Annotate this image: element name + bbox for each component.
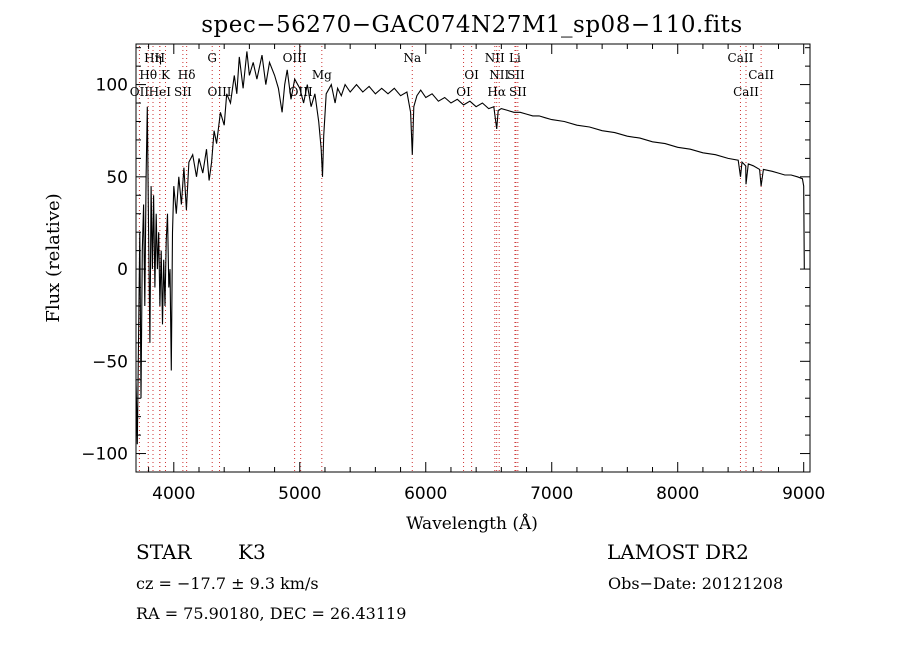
chart-title: spec−56270−GAC074N27M1_sp08−110.fits bbox=[201, 12, 743, 38]
x-axis: 4000 5000 6000 7000 8000 9000 bbox=[148, 44, 825, 504]
line-label-23: CaII bbox=[733, 85, 759, 99]
y-tick-label: −50 bbox=[92, 352, 128, 372]
line-label-17: NII bbox=[489, 68, 509, 82]
y-axis: −100 −50 0 50 100 bbox=[81, 47, 810, 465]
x-tick-label: 5000 bbox=[278, 484, 321, 504]
line-label-8: G bbox=[207, 51, 217, 65]
line-label-0: Hη bbox=[144, 51, 162, 65]
line-label-18: Hα bbox=[487, 85, 506, 99]
line-label-2: Hθ bbox=[139, 68, 157, 82]
y-tick-label: 0 bbox=[117, 260, 128, 280]
line-label-21: SII bbox=[509, 85, 527, 99]
coordinates-text: RA = 75.90180, DEC = 26.43119 bbox=[136, 604, 407, 623]
line-label-4: Hδ bbox=[178, 68, 196, 82]
line-label-13: Na bbox=[403, 51, 421, 65]
plot-frame bbox=[135, 43, 811, 473]
survey-name: LAMOST DR2 bbox=[607, 540, 749, 564]
line-label-3: K bbox=[161, 68, 171, 82]
line-label-24: CaII bbox=[748, 68, 774, 82]
line-label-19: Li bbox=[509, 51, 521, 65]
x-tick-label: 4000 bbox=[152, 484, 195, 504]
x-tick-label: 9000 bbox=[782, 484, 825, 504]
line-label-22: CaII bbox=[728, 51, 754, 65]
y-tick-label: 100 bbox=[96, 76, 128, 96]
x-axis-label: Wavelength (Å) bbox=[406, 513, 538, 534]
line-label-15: OI bbox=[464, 68, 479, 82]
object-subclass: K3 bbox=[238, 540, 266, 564]
x-tick-label: 8000 bbox=[656, 484, 699, 504]
line-label-5: OII bbox=[130, 85, 150, 99]
object-class: STAR bbox=[136, 540, 192, 564]
line-label-16: NII bbox=[485, 51, 505, 65]
x-tick-label: 7000 bbox=[530, 484, 573, 504]
line-label-1: H bbox=[155, 51, 165, 65]
line-label-7: SII bbox=[174, 85, 192, 99]
line-label-6: HeI bbox=[149, 85, 172, 99]
line-label-14: OI bbox=[456, 85, 471, 99]
spectrum-series-line bbox=[135, 51, 805, 445]
line-label-9: OIII bbox=[207, 85, 231, 99]
line-label-10: OIII bbox=[283, 51, 307, 65]
redshift-text: cz = −17.7 ± 9.3 km/s bbox=[136, 574, 319, 593]
x-tick-label: 6000 bbox=[404, 484, 447, 504]
y-tick-label: 50 bbox=[106, 168, 128, 188]
line-label-11: Mg bbox=[312, 68, 332, 82]
line-markers bbox=[138, 46, 762, 472]
y-axis-label: Flux (relative) bbox=[43, 193, 64, 322]
line-label-20: SII bbox=[507, 68, 525, 82]
y-tick-label: −100 bbox=[81, 445, 128, 465]
observation-date: Obs−Date: 20121208 bbox=[608, 574, 784, 593]
